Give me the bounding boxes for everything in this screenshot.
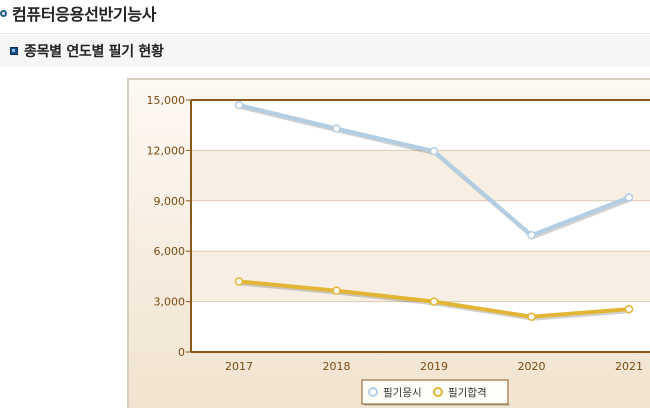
page-title: 컴퓨터응용선반기능사 xyxy=(12,5,157,24)
y-tick-label: 12,000 xyxy=(147,144,186,157)
section-title: 종목별 연도별 필기 현황 xyxy=(24,44,164,60)
plot-background xyxy=(191,100,650,352)
y-tick-label: 9,000 xyxy=(154,195,186,208)
legend-marker xyxy=(433,387,443,397)
legend-label: 필기응시 xyxy=(383,387,422,399)
data-point xyxy=(624,304,634,314)
y-tick-label: 0 xyxy=(178,346,185,359)
plot-band xyxy=(191,150,650,201)
x-tick-label: 2021 xyxy=(615,360,643,373)
y-tick-label: 6,000 xyxy=(154,245,186,258)
data-point xyxy=(332,286,341,295)
plot-band xyxy=(191,251,650,302)
data-point xyxy=(234,100,244,110)
legend-marker xyxy=(368,387,378,397)
data-point xyxy=(527,312,536,321)
circle-bullet-icon xyxy=(0,9,7,17)
section-header: 종목별 연도별 필기 현황 xyxy=(0,35,650,67)
legend-shadow xyxy=(364,404,510,406)
data-point xyxy=(332,124,341,133)
y-tick-label: 3,000 xyxy=(154,296,186,309)
x-tick-label: 2020 xyxy=(518,360,546,373)
page-title-bar: 컴퓨터응용선반기능사 xyxy=(0,0,650,26)
line-chart: 0 3,000 6,000 9,000 12,000 15,000 2017 2018 2019… xyxy=(147,94,650,406)
title-divider xyxy=(0,33,650,34)
y-tick-label: 15,000 xyxy=(147,94,186,107)
legend-label: 필기합격 xyxy=(448,386,487,399)
x-tick-label: 2019 xyxy=(420,360,448,373)
x-tick-label: 2018 xyxy=(323,360,351,373)
data-point xyxy=(429,146,439,156)
chart-container: 0 3,000 6,000 9,000 12,000 15,000 2017 2018 2019… xyxy=(127,78,650,408)
x-tick-label: 2017 xyxy=(225,360,253,373)
data-point xyxy=(624,193,634,202)
legend: 필기응시 필기합격 xyxy=(361,379,510,406)
data-point xyxy=(429,297,439,306)
data-point xyxy=(234,277,244,286)
square-bullet-icon xyxy=(10,47,18,55)
data-point xyxy=(527,230,536,240)
